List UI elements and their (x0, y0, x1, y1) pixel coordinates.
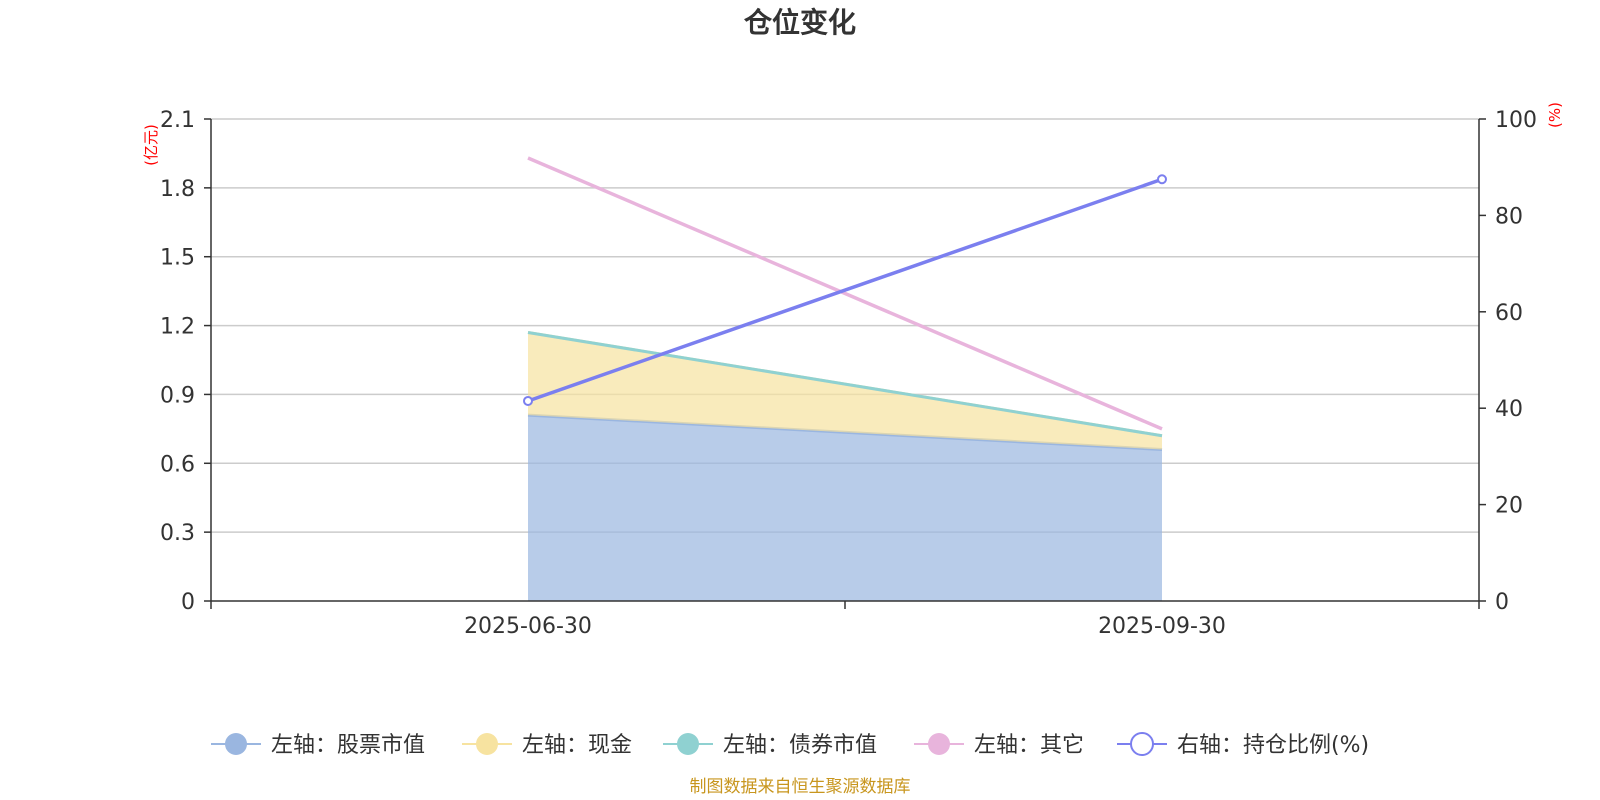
right-axis-tick-label: 40 (1495, 397, 1523, 422)
data-source-note: 制图数据来自恒生聚源数据库 (690, 777, 911, 797)
stacked-areas (527, 330, 1163, 601)
left-axis-tick-label: 1.8 (160, 177, 195, 202)
left-axis-tick-label: 0 (181, 590, 195, 615)
line-右轴：持仓比例(%) (527, 177, 1163, 403)
left-axis-unit: (亿元) (142, 124, 160, 166)
left-axis-tick-label: 0.9 (160, 383, 195, 408)
right-axis-unit: (%) (1546, 102, 1564, 128)
legend-label: 左轴：其它 (974, 733, 1084, 758)
legend-marker (476, 733, 498, 755)
left-axis-tick-label: 0.6 (160, 452, 195, 477)
line-左轴：其它 (527, 156, 1163, 431)
x-axis-tick-label: 2025-09-30 (1098, 614, 1226, 639)
area-左轴：股票市值 (528, 415, 1162, 601)
legend-marker (677, 733, 699, 755)
legend-item[interactable]: 左轴：其它 (914, 733, 1084, 758)
legend-item[interactable]: 左轴：债券市值 (663, 733, 877, 758)
chart-title: 仓位变化 (744, 6, 856, 39)
legend-item[interactable]: 左轴：股票市值 (211, 733, 425, 758)
left-axis-tick-label: 1.5 (160, 246, 195, 271)
legend-item[interactable]: 右轴：持仓比例(%) (1117, 732, 1369, 758)
legend-marker (225, 733, 247, 755)
axes: 0 0.3 0.6 0.9 1.2 1.5 1.8 2.1 0 20 40 60 80 100 2025-0… (160, 108, 1537, 639)
left-axis-tick-label: 2.1 (160, 108, 195, 133)
x-axis-tick-label: 2025-06-30 (464, 614, 592, 639)
legend-marker (1130, 732, 1154, 756)
area-左轴：现金 (528, 332, 1162, 450)
point-右轴：持仓比例(%) (523, 395, 533, 406)
right-axis-tick-label: 100 (1495, 108, 1537, 133)
legend-marker (928, 733, 950, 755)
right-axis-tick-label: 60 (1495, 301, 1523, 326)
left-axis-tick-label: 1.2 (160, 315, 195, 340)
legend[interactable]: 左轴：股票市值 左轴：现金 左轴：债券市值 左轴：其它 右轴：持仓比例(%) (211, 732, 1369, 758)
right-axis-tick-label: 0 (1495, 590, 1509, 615)
series-lines (523, 156, 1167, 431)
point-右轴：持仓比例(%) (1157, 174, 1167, 185)
legend-label: 左轴：股票市值 (271, 733, 425, 758)
legend-label: 左轴：债券市值 (723, 733, 877, 758)
legend-item[interactable]: 左轴：现金 (462, 733, 632, 758)
legend-label: 左轴：现金 (522, 733, 632, 758)
right-axis-tick-label: 80 (1495, 204, 1523, 229)
right-axis-tick-label: 20 (1495, 494, 1523, 519)
area-edge-左轴：债券市值 (527, 330, 1163, 438)
left-axis-tick-label: 0.3 (160, 521, 195, 546)
legend-label: 右轴：持仓比例(%) (1177, 733, 1369, 758)
